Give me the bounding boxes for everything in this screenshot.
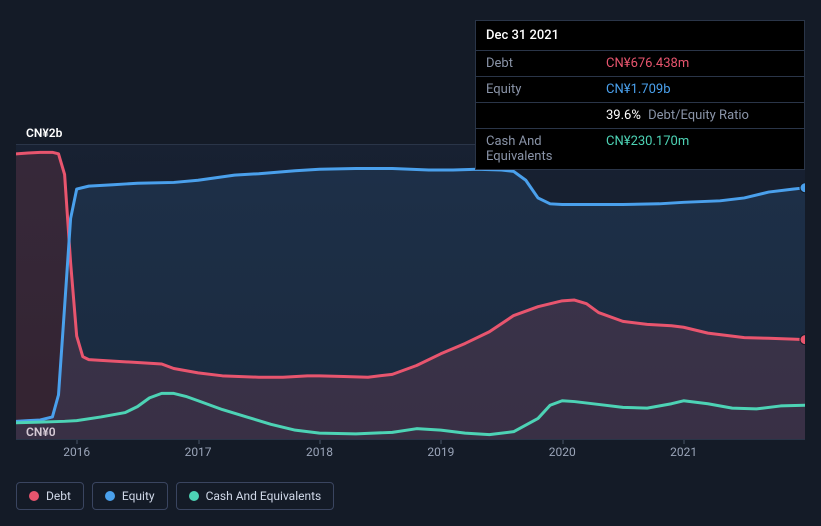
- legend-item[interactable]: Debt: [16, 482, 84, 510]
- x-tick: 2016: [63, 445, 90, 459]
- x-tick: 2021: [670, 445, 697, 459]
- x-tick: 2017: [185, 445, 212, 459]
- tooltip-row: 39.6% Debt/Equity Ratio: [476, 103, 804, 129]
- legend-swatch: [189, 491, 199, 501]
- x-tick: 2020: [549, 445, 576, 459]
- tooltip-label: Equity: [486, 82, 606, 97]
- legend-label: Cash And Equivalents: [206, 489, 322, 503]
- tooltip-value: CN¥676.438m: [606, 56, 689, 71]
- legend-label: Equity: [122, 489, 155, 503]
- tooltip-row: DebtCN¥676.438m: [476, 51, 804, 77]
- tooltip-label: Debt: [486, 56, 606, 71]
- chart-plot[interactable]: [16, 144, 805, 440]
- legend-item[interactable]: Equity: [92, 482, 168, 510]
- chart-tooltip: Dec 31 2021 DebtCN¥676.438mEquityCN¥1.70…: [475, 20, 805, 170]
- tooltip-label: Cash And Equivalents: [486, 134, 606, 164]
- legend-swatch: [105, 491, 115, 501]
- tooltip-value: 39.6% Debt/Equity Ratio: [606, 108, 749, 123]
- y-axis-label-top: CN¥2b: [26, 126, 62, 140]
- tooltip-value: CN¥230.170m: [606, 134, 689, 164]
- tooltip-value: CN¥1.709b: [606, 82, 671, 97]
- tooltip-row: EquityCN¥1.709b: [476, 77, 804, 103]
- x-tick: 2018: [306, 445, 333, 459]
- tooltip-date: Dec 31 2021: [476, 21, 804, 51]
- legend-label: Debt: [46, 489, 71, 503]
- legend-swatch: [29, 491, 39, 501]
- tooltip-label: [486, 108, 606, 123]
- legend: Debt Equity Cash And Equivalents: [16, 482, 334, 510]
- tooltip-row: Cash And EquivalentsCN¥230.170m: [476, 129, 804, 169]
- x-tick: 2019: [427, 445, 454, 459]
- legend-item[interactable]: Cash And Equivalents: [176, 482, 335, 510]
